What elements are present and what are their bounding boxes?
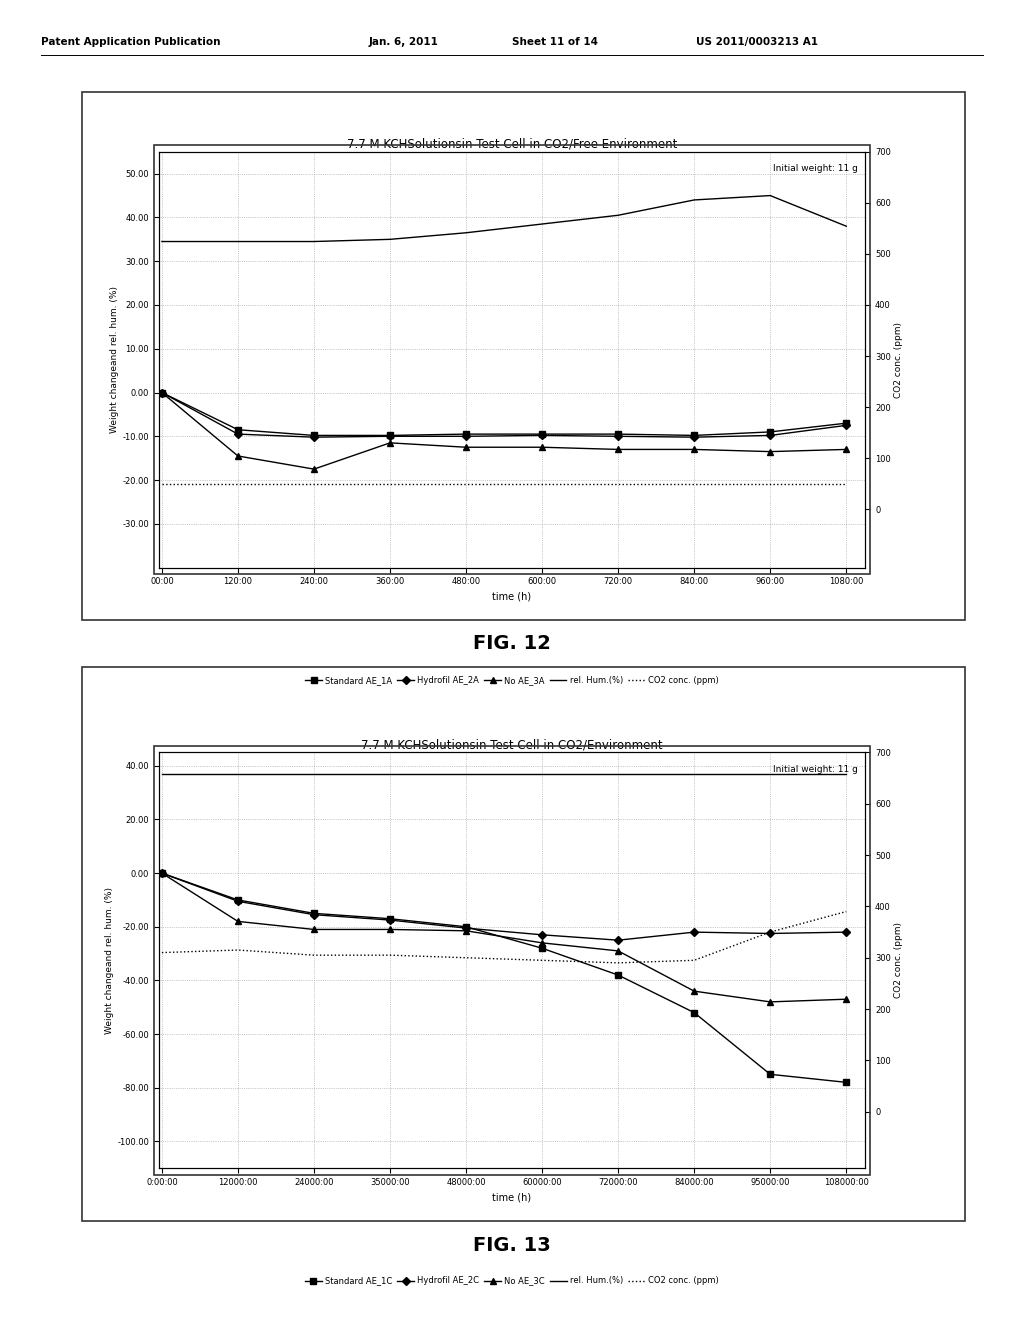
Text: US 2011/0003213 A1: US 2011/0003213 A1 [696,37,818,48]
Y-axis label: CO2 conc. (ppm): CO2 conc. (ppm) [894,322,902,397]
Text: Initial weight: 11 g: Initial weight: 11 g [773,764,858,774]
Text: FIG. 12: FIG. 12 [473,635,551,653]
Title: 7.7 M KCHSolutionsin Test Cell in CO2/Free Environment: 7.7 M KCHSolutionsin Test Cell in CO2/Fr… [347,137,677,150]
Legend: Standard AE_1C, Hydrofil AE_2C, No AE_3C, rel. Hum.(%), CO2 conc. (ppm): Standard AE_1C, Hydrofil AE_2C, No AE_3C… [302,1272,722,1288]
X-axis label: time (h): time (h) [493,1192,531,1203]
Y-axis label: Weight changeand rel. hum. (%): Weight changeand rel. hum. (%) [111,286,120,433]
Y-axis label: Weight changeand rel. hum. (%): Weight changeand rel. hum. (%) [105,887,115,1034]
Legend: Standard AE_1A, Hydrofil AE_2A, No AE_3A, rel. Hum.(%), CO2 conc. (ppm): Standard AE_1A, Hydrofil AE_2A, No AE_3A… [302,672,722,688]
Text: Jan. 6, 2011: Jan. 6, 2011 [369,37,438,48]
Text: Patent Application Publication: Patent Application Publication [41,37,220,48]
Text: FIG. 13: FIG. 13 [473,1237,551,1255]
Text: Sheet 11 of 14: Sheet 11 of 14 [512,37,598,48]
Text: Initial weight: 11 g: Initial weight: 11 g [773,164,858,173]
Title: 7.7 M KCHSolutionsin Test Cell in CO2/Environment: 7.7 M KCHSolutionsin Test Cell in CO2/En… [361,738,663,751]
X-axis label: time (h): time (h) [493,591,531,602]
Y-axis label: CO2 conc. (ppm): CO2 conc. (ppm) [894,923,902,998]
